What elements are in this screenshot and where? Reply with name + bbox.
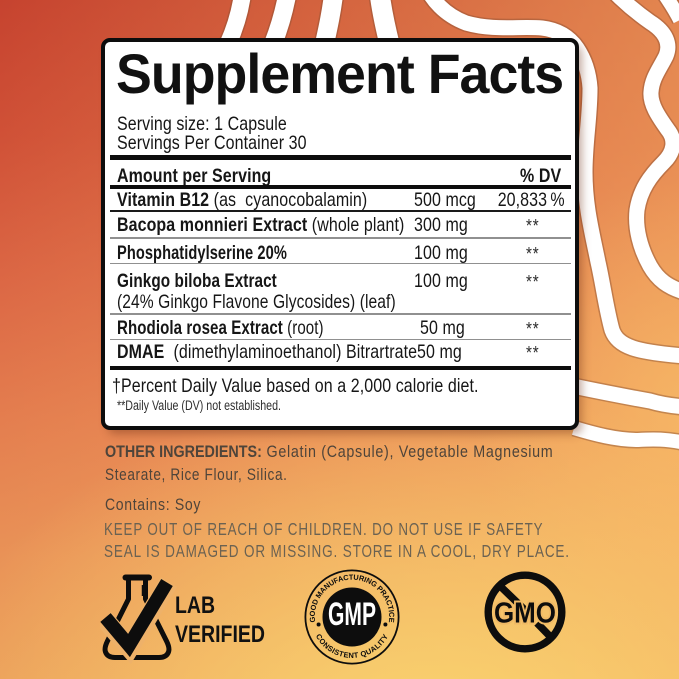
svg-text:GMO: GMO [494, 598, 556, 630]
svg-text:VERIFIED: VERIFIED [175, 621, 265, 648]
svg-text:LAB: LAB [175, 592, 215, 619]
svg-text:GMP: GMP [328, 596, 376, 632]
